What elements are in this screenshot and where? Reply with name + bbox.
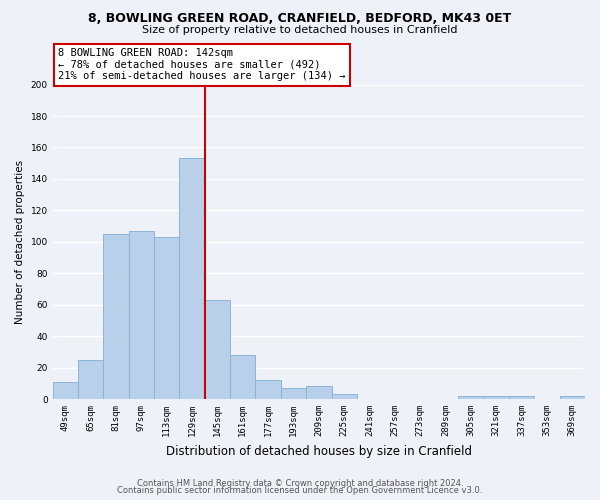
Bar xyxy=(78,360,103,399)
Text: Size of property relative to detached houses in Cranfield: Size of property relative to detached ho… xyxy=(142,25,458,35)
Text: Contains HM Land Registry data © Crown copyright and database right 2024.: Contains HM Land Registry data © Crown c… xyxy=(137,478,463,488)
Bar xyxy=(129,231,154,399)
Bar xyxy=(560,396,585,399)
Text: 8 BOWLING GREEN ROAD: 142sqm
← 78% of detached houses are smaller (492)
21% of s: 8 BOWLING GREEN ROAD: 142sqm ← 78% of de… xyxy=(58,48,346,82)
Bar xyxy=(154,237,179,399)
Bar xyxy=(230,355,256,399)
Bar xyxy=(458,396,484,399)
Bar xyxy=(509,396,535,399)
Bar xyxy=(484,396,509,399)
Bar xyxy=(306,386,332,399)
Y-axis label: Number of detached properties: Number of detached properties xyxy=(15,160,25,324)
Text: 8, BOWLING GREEN ROAD, CRANFIELD, BEDFORD, MK43 0ET: 8, BOWLING GREEN ROAD, CRANFIELD, BEDFOR… xyxy=(88,12,512,26)
Bar xyxy=(53,382,78,399)
Text: Contains public sector information licensed under the Open Government Licence v3: Contains public sector information licen… xyxy=(118,486,482,495)
Bar xyxy=(281,388,306,399)
X-axis label: Distribution of detached houses by size in Cranfield: Distribution of detached houses by size … xyxy=(166,444,472,458)
Bar xyxy=(205,300,230,399)
Bar xyxy=(103,234,129,399)
Bar xyxy=(256,380,281,399)
Bar xyxy=(332,394,357,399)
Bar xyxy=(179,158,205,399)
